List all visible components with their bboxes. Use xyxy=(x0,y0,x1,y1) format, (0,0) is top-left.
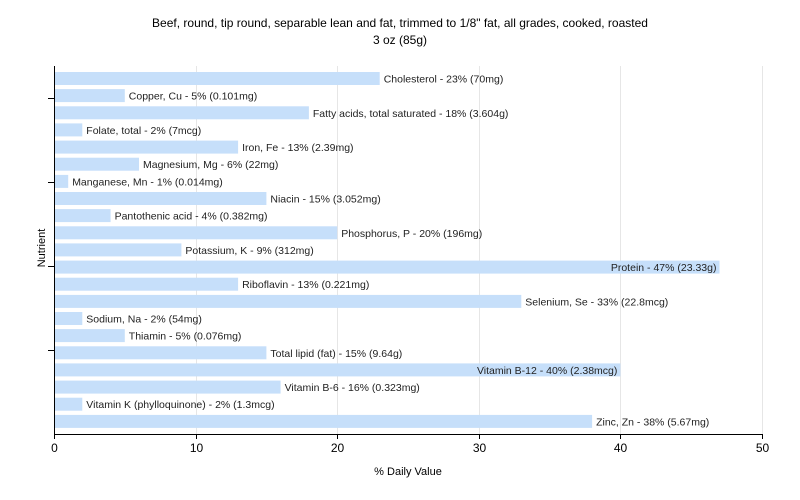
bar-label: Iron, Fe - 13% (2.39mg) xyxy=(242,142,353,154)
bar xyxy=(55,123,83,137)
bar-label: Protein - 47% (23.33g) xyxy=(611,262,717,274)
bar xyxy=(55,157,139,171)
bar-label: Niacin - 15% (3.052mg) xyxy=(270,194,380,206)
bar xyxy=(55,140,239,154)
x-tick-label: 0 xyxy=(51,441,58,455)
bar xyxy=(55,346,267,360)
bar xyxy=(55,397,83,411)
bar xyxy=(55,209,111,223)
bar xyxy=(55,329,125,343)
bar-label: Pantothenic acid - 4% (0.382mg) xyxy=(115,211,268,223)
bar-label: Selenium, Se - 33% (22.8mcg) xyxy=(525,296,668,308)
x-tick-label: 30 xyxy=(473,441,487,455)
bar-label: Thiamin - 5% (0.076mg) xyxy=(129,331,242,343)
bar xyxy=(55,277,239,291)
bar-label: Fatty acids, total saturated - 18% (3.60… xyxy=(313,108,509,120)
bar-label: Vitamin K (phylloquinone) - 2% (1.3mcg) xyxy=(86,399,274,411)
bar-label: Riboflavin - 13% (0.221mg) xyxy=(242,279,369,291)
x-tick-label: 20 xyxy=(331,441,345,455)
y-axis-label: Nutrient xyxy=(36,228,48,268)
bar-label: Magnesium, Mg - 6% (22mg) xyxy=(143,159,278,171)
bar xyxy=(55,312,83,325)
bar-label: Vitamin B-6 - 16% (0.323mg) xyxy=(285,382,420,394)
chart-title: Beef, round, tip round, separable lean a… xyxy=(152,16,648,30)
bar-label: Potassium, K - 9% (312mg) xyxy=(185,245,313,257)
bar-label: Cholesterol - 23% (70mg) xyxy=(384,74,504,86)
bar xyxy=(55,414,593,428)
bar-label: Sodium, Na - 2% (54mg) xyxy=(86,314,202,326)
x-tick-label: 40 xyxy=(614,441,628,455)
bar-label: Vitamin B-12 - 40% (2.38mcg) xyxy=(477,365,617,377)
bar-label: Total lipid (fat) - 15% (9.64g) xyxy=(270,348,402,360)
bar xyxy=(55,192,267,205)
bar xyxy=(55,106,309,120)
bar-label: Folate, total - 2% (7mcg) xyxy=(86,125,201,137)
bar-label: Manganese, Mn - 1% (0.014mg) xyxy=(72,176,223,188)
x-tick-label: 10 xyxy=(190,441,204,455)
bar xyxy=(55,89,125,103)
bar xyxy=(55,226,338,240)
bar-label: Phosphorus, P - 20% (196mg) xyxy=(341,228,482,240)
bar xyxy=(55,294,522,308)
bar-label: Copper, Cu - 5% (0.101mg) xyxy=(129,91,257,103)
bar xyxy=(55,72,380,85)
bar xyxy=(55,243,182,257)
bar-label: Zinc, Zn - 38% (5.67mg) xyxy=(596,416,709,428)
bar xyxy=(55,363,621,377)
x-axis-label: % Daily Value xyxy=(374,466,442,478)
x-tick-label: 50 xyxy=(756,441,770,455)
bar xyxy=(55,380,281,394)
bar xyxy=(55,174,69,188)
chart-subtitle: 3 oz (85g) xyxy=(372,33,428,47)
bar xyxy=(55,260,720,274)
